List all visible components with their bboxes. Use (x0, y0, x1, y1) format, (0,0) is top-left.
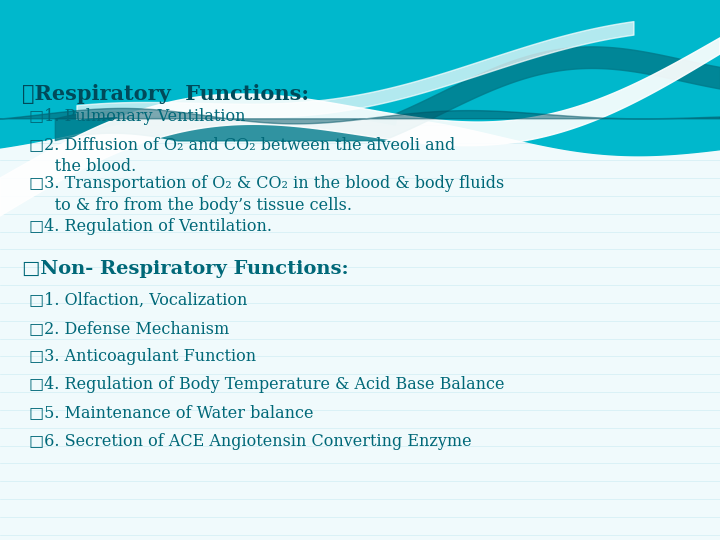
Text: □4. Regulation of Ventilation.: □4. Regulation of Ventilation. (29, 218, 272, 235)
Text: □3. Anticoagulant Function: □3. Anticoagulant Function (29, 348, 256, 365)
Text: □3. Transportation of O₂ & CO₂ in the blood & body fluids
     to & fro from the: □3. Transportation of O₂ & CO₂ in the bl… (29, 175, 504, 213)
Text: □4. Regulation of Body Temperature & Acid Base Balance: □4. Regulation of Body Temperature & Aci… (29, 376, 504, 393)
Text: □2. Defense Mechanism: □2. Defense Mechanism (29, 320, 229, 337)
Text: □5. Maintenance of Water balance: □5. Maintenance of Water balance (29, 404, 313, 421)
Text: □Non- Respiratory Functions:: □Non- Respiratory Functions: (22, 260, 348, 278)
Text: □1. Olfaction, Vocalization: □1. Olfaction, Vocalization (29, 292, 247, 309)
Text: □6. Secretion of ACE Angiotensin Converting Enzyme: □6. Secretion of ACE Angiotensin Convert… (29, 433, 472, 449)
Text: □2. Diffusion of O₂ and CO₂ between the alveoli and
     the blood.: □2. Diffusion of O₂ and CO₂ between the … (29, 136, 455, 174)
Text: ❖Respiratory  Functions:: ❖Respiratory Functions: (22, 84, 309, 104)
Text: □1. Pulmonary Ventilation: □1. Pulmonary Ventilation (29, 108, 246, 125)
